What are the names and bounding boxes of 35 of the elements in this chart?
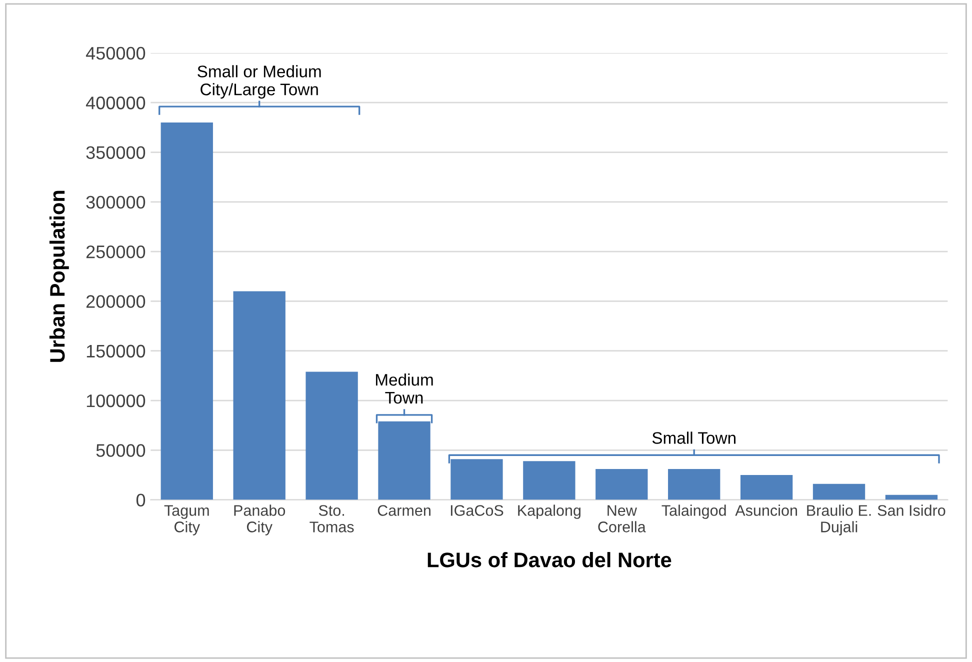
bar xyxy=(306,372,358,500)
y-tick-label: 400000 xyxy=(86,96,146,110)
y-tick-label: 300000 xyxy=(86,196,146,209)
x-tick-label: San Isidro xyxy=(878,504,946,516)
y-axis-title: Urban Population xyxy=(49,190,69,362)
y-tick-label: 250000 xyxy=(86,245,146,258)
x-tick-label: Talaingod xyxy=(662,504,726,519)
bar xyxy=(233,291,286,500)
y-tick-label: 200000 xyxy=(86,295,146,308)
y-tick-label: 150000 xyxy=(86,344,146,358)
annotation: Medium Town xyxy=(376,373,433,404)
bar xyxy=(596,469,648,500)
x-tick-label: Panabo City xyxy=(234,504,286,536)
x-tick-label: New Corella xyxy=(598,505,646,532)
x-tick-label: Braulio E. Dujali xyxy=(807,504,871,536)
y-tick-label: 50000 xyxy=(96,444,146,457)
x-tick-label: Sto. Tomas xyxy=(310,505,354,532)
x-tick-label: IGaCoS xyxy=(450,505,504,516)
bar xyxy=(523,461,576,500)
bar xyxy=(668,469,720,500)
x-tick-label: Kapalong xyxy=(518,504,580,519)
y-tick-label: 350000 xyxy=(86,146,146,159)
bar xyxy=(812,484,866,500)
x-tick-label: Asuncion xyxy=(735,504,797,516)
x-axis-title: LGUs of Davao del Norte xyxy=(428,552,672,568)
annotation: Small Town xyxy=(652,432,736,444)
bar xyxy=(160,122,213,500)
annotation: Small or Medium City/Large Town xyxy=(198,65,321,99)
y-tick-label: 0 xyxy=(136,494,146,507)
bar xyxy=(740,474,793,500)
x-tick-label: Tagum City xyxy=(164,505,209,536)
y-tick-label: 100000 xyxy=(86,394,146,408)
y-tick-label: 450000 xyxy=(86,46,146,60)
x-tick-label: Carmen xyxy=(378,505,430,516)
bar xyxy=(885,494,938,500)
